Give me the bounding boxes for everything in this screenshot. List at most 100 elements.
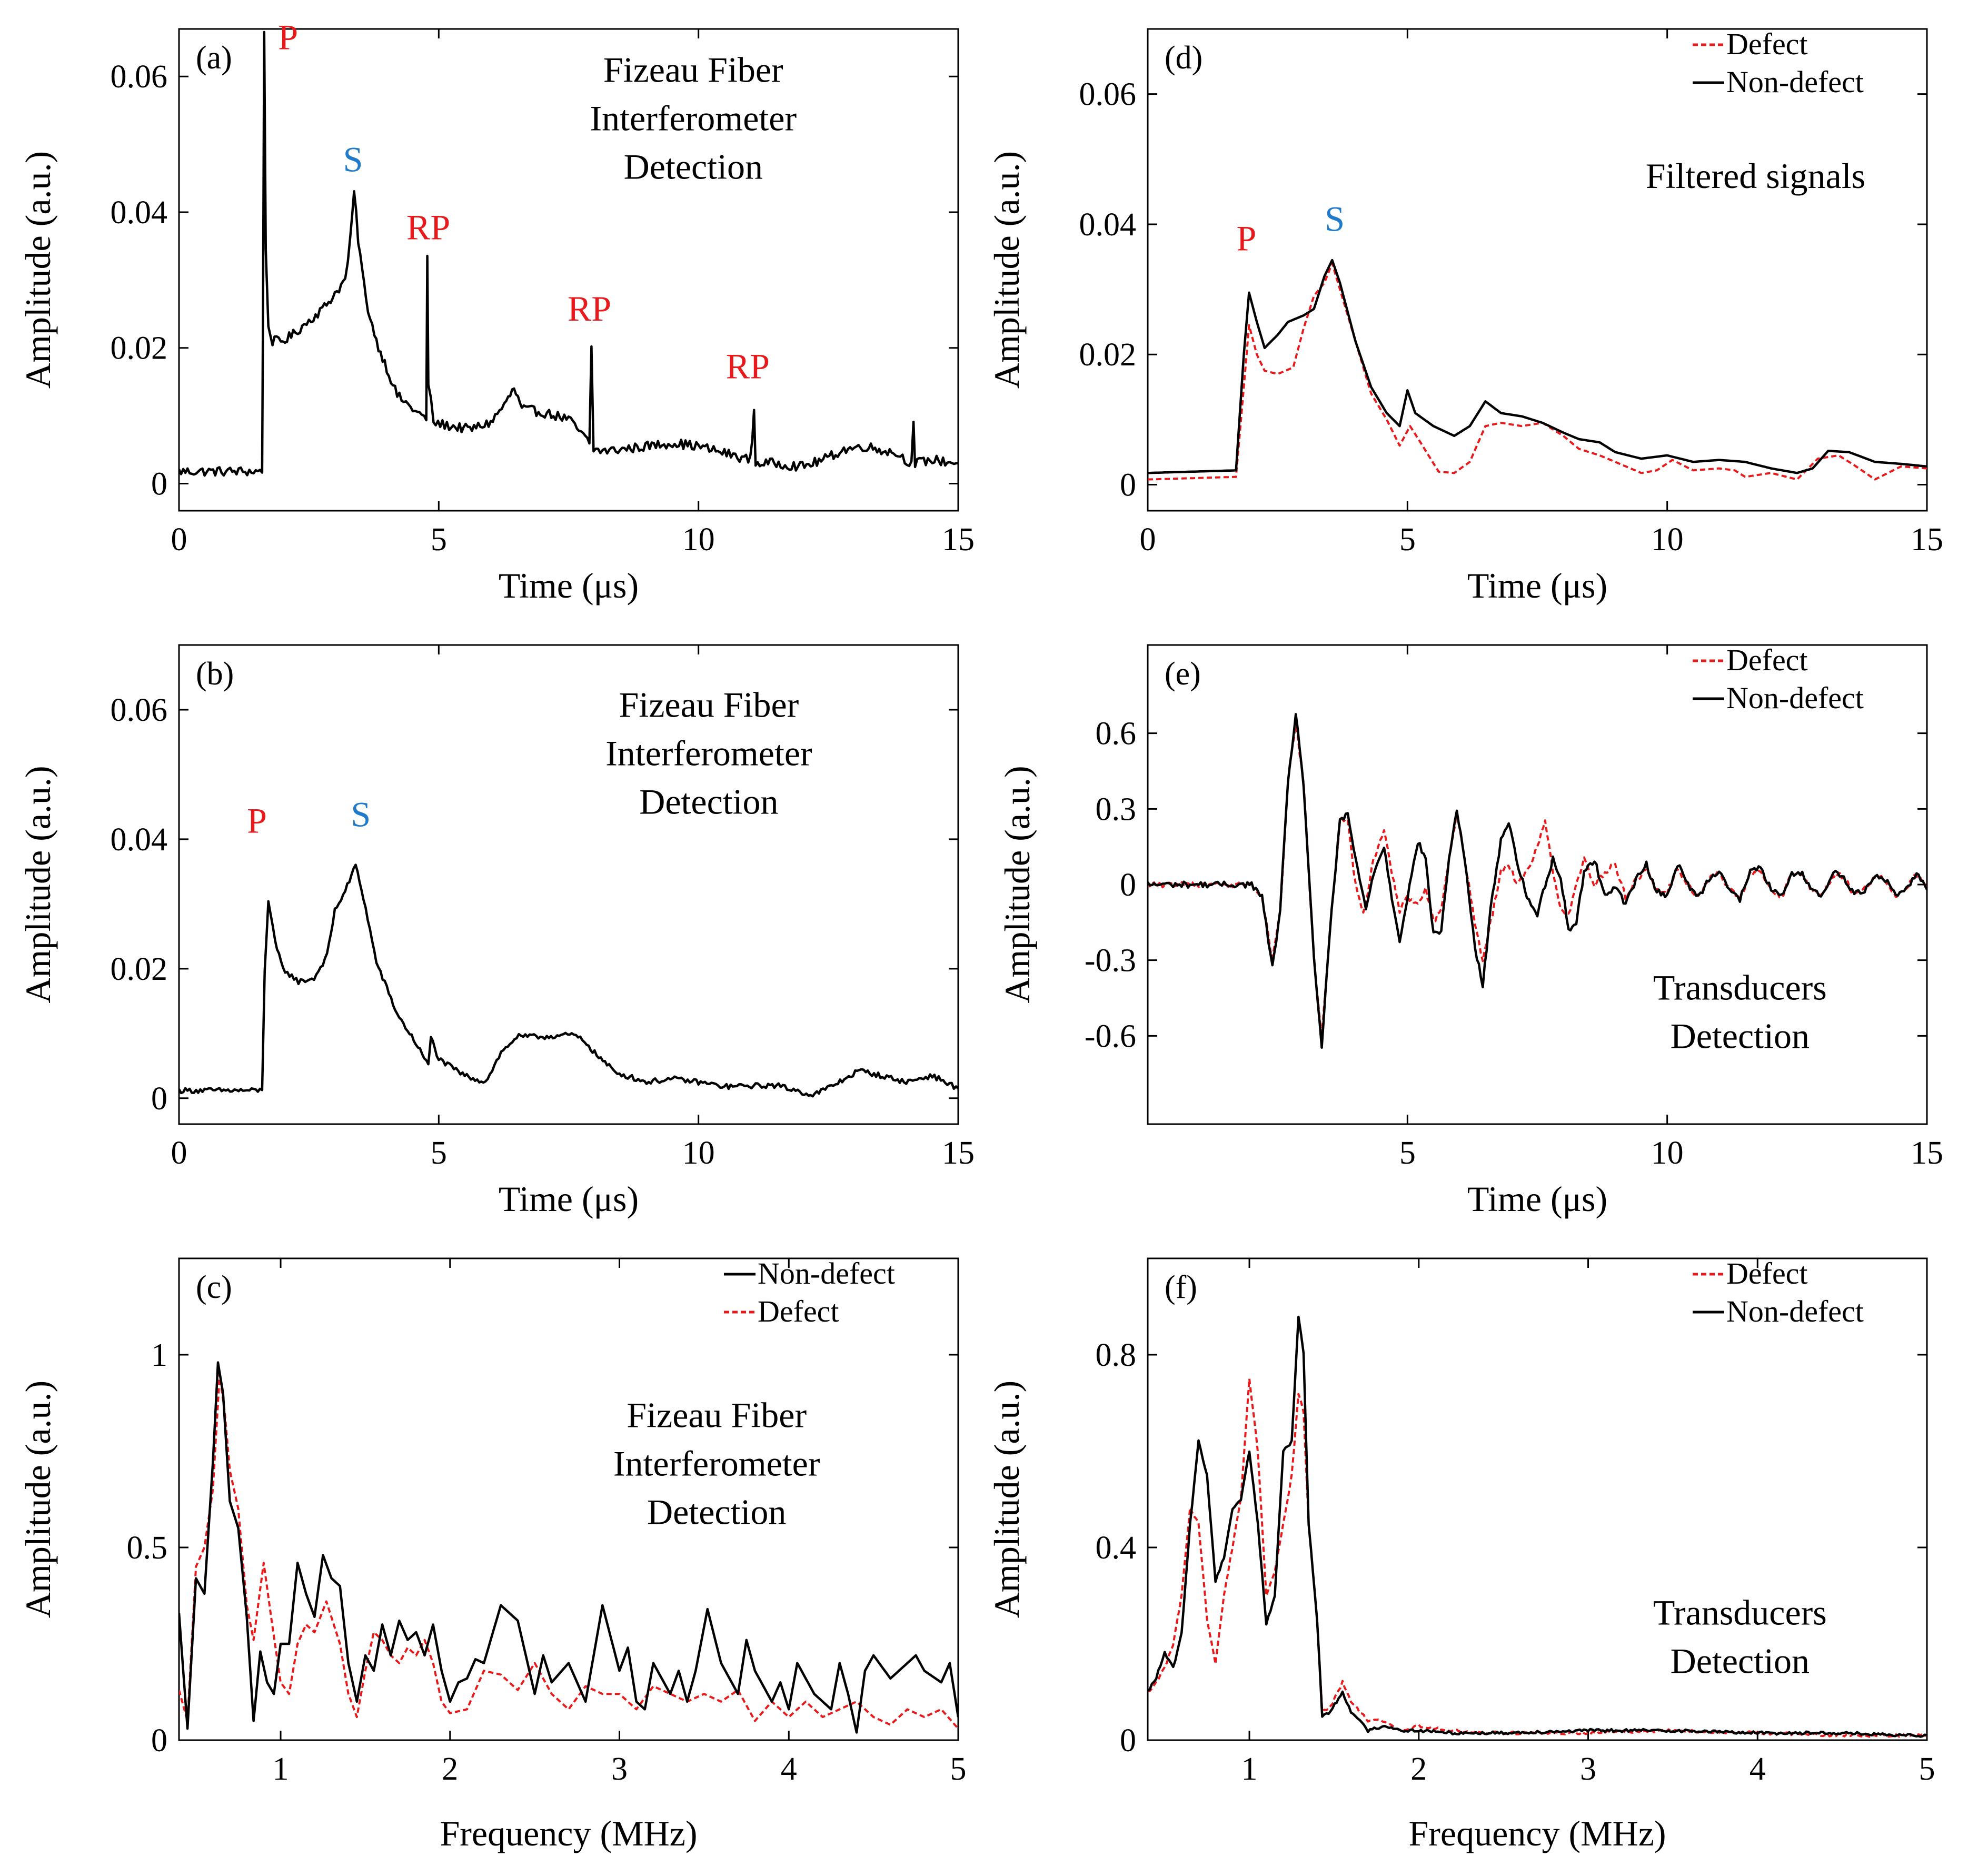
panel-label: (b) <box>196 656 234 692</box>
panel-label: (c) <box>196 1269 232 1305</box>
x-axis-label: Time (μs) <box>1467 1179 1607 1219</box>
y-tick-label: 0.06 <box>111 59 168 95</box>
annotation-text: Detection <box>647 1492 786 1532</box>
x-axis-label: Time (μs) <box>1467 565 1607 606</box>
x-tick-label: 4 <box>781 1751 797 1787</box>
series-signal-line <box>179 863 958 1098</box>
x-tick-label: 2 <box>1410 1751 1427 1787</box>
x-tick-label: 5 <box>1399 1135 1416 1171</box>
y-tick-label: 0 <box>151 1081 167 1117</box>
y-axis-label: Amplitude (a.u.) <box>18 1381 58 1618</box>
y-tick-label: -0.3 <box>1085 943 1136 979</box>
y-tick-label: 0.3 <box>1096 791 1137 827</box>
x-tick-label: 5 <box>1919 1751 1935 1787</box>
x-tick-label: 15 <box>1911 522 1943 558</box>
plot-frame <box>1147 28 1928 512</box>
peak-label-s: S <box>351 794 371 834</box>
x-tick-label: 3 <box>1580 1751 1596 1787</box>
peak-label-s: S <box>343 140 363 180</box>
series-signal-line <box>179 31 958 477</box>
peak-label-rp: RP <box>406 207 450 247</box>
panel-d: 0 5 10 15 0 0.02 0.04 0.06 Time (μs) Amplitude (a… <box>987 27 1943 606</box>
peak-label-p: P <box>278 17 298 57</box>
y-tick-label: 0.06 <box>1079 77 1137 113</box>
legend-label: Defect <box>758 1294 839 1328</box>
y-axis-label: Amplitude (a.u.) <box>18 151 58 389</box>
y-tick-label: 0.4 <box>1096 1530 1137 1566</box>
peak-label-p: P <box>1237 218 1257 258</box>
y-tick-label: 0.04 <box>1079 207 1137 243</box>
series-non-defect-line <box>179 1361 958 1734</box>
x-axis-label: Time (μs) <box>499 1179 639 1219</box>
x-tick-label: 10 <box>1651 522 1684 558</box>
x-axis-label: Frequency (MHz) <box>1408 1813 1666 1853</box>
legend-label: Non-defect <box>1726 65 1864 99</box>
annotation-text: Fizeau Fiber <box>619 685 799 725</box>
annotation-text: Filtered signals <box>1646 156 1865 196</box>
panel-c: 1 2 3 4 5 0 0.5 1 Frequency (MHz) Amplitude (a.u.… <box>18 1256 967 1853</box>
y-tick-label: 0 <box>151 466 167 502</box>
legend-label: Non-defect <box>1726 681 1864 715</box>
x-tick-label: 10 <box>682 1135 715 1171</box>
y-tick-label: 0.02 <box>111 331 168 366</box>
x-tick-label: 1 <box>1241 1751 1258 1787</box>
y-tick-label: 0 <box>1120 468 1136 503</box>
legend-label: Non-defect <box>1726 1294 1864 1328</box>
panel-f: 1 2 3 4 5 0 0.4 0.8 Frequency (MHz) Amplitude (a.… <box>987 1256 1935 1853</box>
panel-label: (e) <box>1165 656 1201 692</box>
panel-e: 5 10 15 0.6 0.3 0 -0.3 -0.6 Time (μs) Amplitude (… <box>997 643 1943 1219</box>
plot-frame <box>178 1257 959 1741</box>
x-axis-label: Time (μs) <box>499 565 639 606</box>
plot-frame <box>178 644 959 1125</box>
x-tick-label: 3 <box>611 1751 628 1787</box>
peak-label-s: S <box>1325 198 1345 239</box>
y-tick-label: 0.06 <box>111 692 168 728</box>
panel-a: 0 5 10 15 0 0.02 0.04 0.06 Time (μs) Amplitude (a… <box>18 17 975 606</box>
peak-label-p: P <box>247 801 267 841</box>
x-tick-label: 2 <box>442 1751 458 1787</box>
annotation-text: Interferometer <box>613 1443 820 1483</box>
y-tick-label: 0.04 <box>111 822 168 858</box>
series-defect-line <box>1148 262 1927 481</box>
y-tick-label: 0.6 <box>1096 716 1137 752</box>
series-defect-line <box>179 1373 958 1730</box>
annotation-text: Detection <box>624 147 763 187</box>
x-tick-label: 0 <box>1140 522 1156 558</box>
x-tick-label: 5 <box>431 1135 447 1171</box>
y-tick-label: 0 <box>1120 1723 1136 1759</box>
y-tick-label: 0.02 <box>1079 337 1137 373</box>
annotation-text: Detection <box>639 782 778 822</box>
y-tick-label: 0.5 <box>127 1530 168 1566</box>
y-tick-label: 0 <box>1120 867 1136 903</box>
x-tick-label: 10 <box>682 522 715 558</box>
y-axis-label: Amplitude (a.u.) <box>987 151 1027 389</box>
annotation-text: Interferometer <box>605 733 812 773</box>
y-axis-label: Amplitude (a.u.) <box>18 766 58 1003</box>
plot-frame <box>178 28 959 512</box>
annotation-text: Transducers <box>1653 1592 1827 1632</box>
y-tick-label: 0.02 <box>111 951 168 987</box>
annotation-text: Interferometer <box>590 98 797 138</box>
y-tick-label: 0.04 <box>111 195 168 231</box>
legend-label: Defect <box>1726 1256 1808 1291</box>
x-tick-label: 5 <box>431 522 447 558</box>
plot-frame <box>1147 1257 1928 1741</box>
panel-label: (a) <box>196 40 232 76</box>
x-tick-label: 5 <box>1399 522 1416 558</box>
y-axis-label: Amplitude (a.u.) <box>997 766 1037 1003</box>
x-tick-label: 15 <box>942 1135 975 1171</box>
x-tick-label: 1 <box>273 1751 289 1787</box>
annotation-text: Transducers <box>1653 967 1827 1007</box>
series-non-defect-line <box>1148 259 1927 474</box>
y-tick-label: -0.6 <box>1085 1018 1136 1054</box>
panel-label: (f) <box>1165 1269 1197 1305</box>
x-tick-label: 0 <box>171 1135 187 1171</box>
y-tick-label: 0.8 <box>1096 1337 1137 1373</box>
annotation-text: Detection <box>1671 1016 1810 1056</box>
legend-label: Defect <box>1726 643 1808 677</box>
x-tick-label: 15 <box>942 522 975 558</box>
peak-label-rp: RP <box>726 346 770 386</box>
x-tick-label: 4 <box>1750 1751 1766 1787</box>
y-tick-label: 1 <box>151 1337 167 1373</box>
